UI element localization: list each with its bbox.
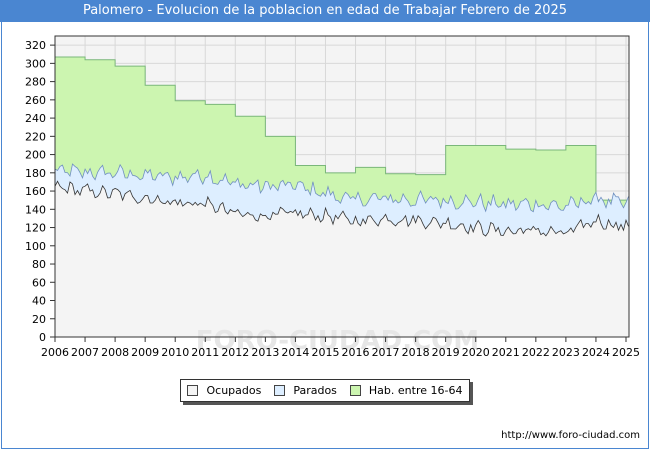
y-tick-label: 260 [25,94,46,107]
x-tick-label: 2023 [552,346,580,359]
x-tick-label: 2015 [311,346,339,359]
y-tick-label: 0 [39,331,46,344]
series-ocupados-fill [55,181,629,337]
legend-label-hab: Hab. entre 16-64 [368,384,463,397]
plot-border [54,35,630,338]
x-tick-label: 2007 [71,346,99,359]
watermark-text: FORO-CIUDAD.COM [196,326,479,356]
y-axis-ticks: 0 20 40 60 80 100 120 140 160 180 200 220 240 260 280 3… [25,39,46,344]
legend-item-parados: Parados [274,384,337,397]
y-tick-label: 180 [25,167,46,180]
y-tick-label: 100 [25,240,46,253]
y-tick-label: 240 [25,112,46,125]
legend-label-parados: Parados [293,384,337,397]
y-tick-label: 40 [32,295,46,308]
x-tick-label: 2013 [251,346,279,359]
legend-swatch-ocupados [187,385,199,396]
y-tick-label: 80 [32,258,46,271]
legend-item-hab: Hab. entre 16-64 [349,384,463,397]
y-tick-label: 120 [25,222,46,235]
legend-swatch-parados [274,385,286,396]
axes [50,35,630,342]
legend-item-ocupados: Ocupados [187,384,261,397]
x-axis-ticks: 2006 2007 2008 2009 2010 2011 2012 2013 2014 2015… [41,346,640,359]
legend-swatch-hab [349,385,361,396]
series-areas [54,56,630,338]
x-tick-label: 2022 [522,346,550,359]
x-tick-label: 2021 [492,346,520,359]
watermark: FORO-CIUDAD.COM [196,326,479,356]
y-tick-label: 220 [25,130,46,143]
x-tick-label: 2019 [432,346,460,359]
y-tick-label: 320 [25,39,46,52]
y-tick-label: 140 [25,203,46,216]
x-tick-label: 2020 [462,346,490,359]
x-tick-label: 2025 [612,346,640,359]
x-tick-label: 2006 [41,346,69,359]
y-tick-label: 20 [32,313,46,326]
y-tick-label: 300 [25,57,46,70]
y-tick-label: 200 [25,149,46,162]
legend-label-ocupados: Ocupados [206,384,262,397]
x-tick-label: 2014 [281,346,309,359]
y-tick-label: 160 [25,185,46,198]
x-tick-label: 2010 [161,346,189,359]
x-tick-label: 2011 [191,346,219,359]
x-tick-label: 2017 [372,346,400,359]
source-url[interactable]: http://www.foro-ciudad.com [501,430,640,441]
x-tick-label: 2008 [101,346,129,359]
series-parados-line [54,163,629,213]
x-tick-label: 2024 [582,346,610,359]
legend: Ocupados Parados Hab. entre 16-64 [180,379,470,402]
x-tick-label: 2012 [221,346,249,359]
x-tick-label: 2009 [131,346,159,359]
x-tick-label: 2018 [402,346,430,359]
y-tick-label: 280 [25,76,46,89]
series-ocupados-line [54,180,629,237]
x-tick-label: 2016 [342,346,370,359]
y-tick-label: 60 [32,276,46,289]
chart-title: Palomero - Evolucion de la poblacion en … [0,0,650,22]
